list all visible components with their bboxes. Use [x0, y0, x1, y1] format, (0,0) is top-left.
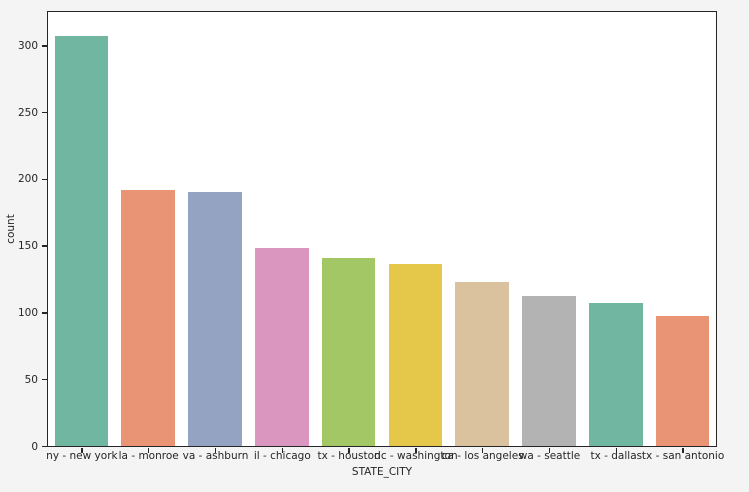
bar-dc-washington [388, 264, 443, 446]
bar-la-monroe [121, 189, 175, 446]
y-tick-label-300: 300 [17, 39, 38, 52]
x-tick-label-la-monroe: la - monroe [118, 450, 179, 462]
x-tick-mark [348, 448, 350, 453]
x-tick-label-va-ashburn: va - ashburn [182, 450, 249, 462]
bar-tx-dallas [589, 303, 643, 446]
y-tick-mark [41, 312, 47, 314]
bar-tx-san-antonio [655, 316, 710, 446]
x-tick-mark [548, 448, 551, 453]
plot-area [47, 11, 717, 447]
y-tick-mark [41, 178, 47, 181]
y-tick-label-250: 250 [17, 106, 38, 119]
bar-tx-houston [321, 257, 376, 446]
bar-ny-new-york [54, 36, 109, 446]
x-tick-mark [81, 448, 83, 453]
y-tick-mark [41, 445, 47, 448]
bar-ca-los-angeles [455, 281, 509, 446]
x-tick-label-ca-los-angeles: ca - los angeles [441, 450, 524, 462]
x-tick-mark [682, 448, 684, 453]
x-tick-label-wa-seattle: wa - seattle [518, 450, 581, 462]
x-tick-mark [482, 448, 484, 453]
x-axis-label: STATE_CITY [351, 466, 413, 478]
x-tick-label-il-chicago: il - chicago [253, 450, 311, 462]
y-tick-mark [41, 111, 47, 114]
bar-wa-seattle [522, 296, 576, 446]
bar-va-ashburn [188, 192, 242, 446]
x-tick-label-ny-new-york: ny - new york [46, 450, 118, 462]
x-tick-mark [615, 448, 617, 453]
y-tick-label-100: 100 [17, 306, 38, 319]
x-tick-mark [148, 448, 150, 453]
x-tick-mark [415, 448, 417, 453]
y-tick-label-150: 150 [17, 240, 38, 253]
y-tick-mark [41, 245, 47, 247]
x-tick-label-dc-washington: dc - washington [374, 450, 458, 462]
x-tick-mark [214, 448, 217, 453]
y-tick-label-200: 200 [17, 173, 38, 186]
y-tick-mark [41, 379, 47, 381]
x-tick-label-tx-dallas: tx - dallas [590, 450, 643, 462]
x-tick-label-tx-san-antonio: tx - san antonio [641, 450, 725, 462]
y-tick-label-0: 0 [31, 440, 38, 453]
x-tick-label-tx-houston: tx - houston [317, 450, 381, 462]
x-tick-mark [281, 448, 283, 453]
y-tick-label-50: 50 [24, 373, 38, 386]
bar-il-chicago [255, 248, 309, 446]
y-tick-mark [41, 45, 47, 47]
